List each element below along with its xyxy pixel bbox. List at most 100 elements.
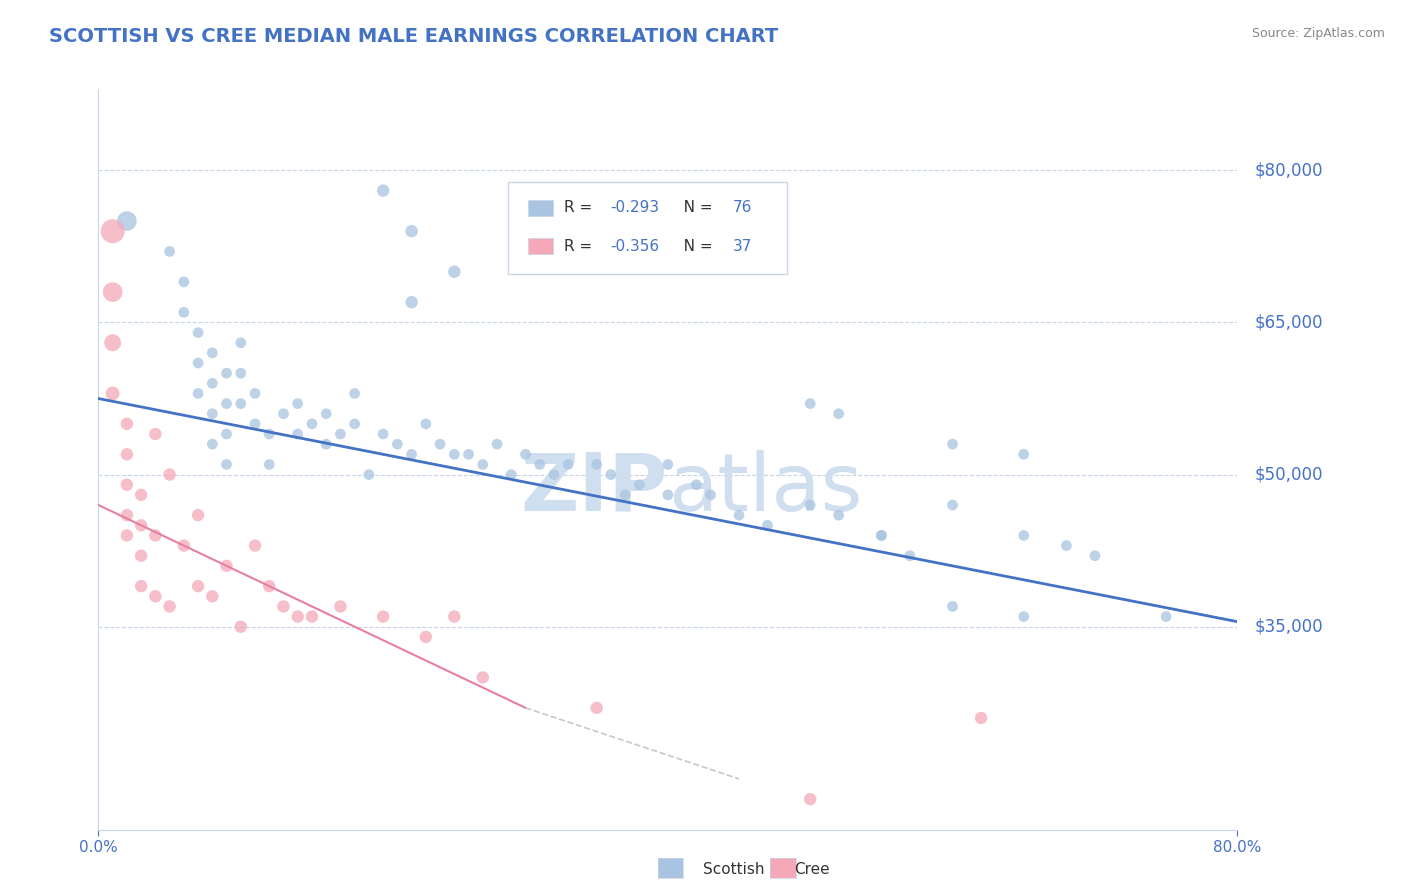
Point bbox=[187, 356, 209, 370]
Point bbox=[243, 539, 266, 553]
Point bbox=[443, 447, 465, 461]
Text: atlas: atlas bbox=[668, 450, 862, 528]
Point bbox=[201, 376, 224, 391]
Point bbox=[145, 528, 167, 542]
Point bbox=[657, 488, 679, 502]
Point bbox=[115, 417, 138, 431]
Point bbox=[585, 458, 607, 472]
Point bbox=[443, 609, 465, 624]
Point bbox=[486, 437, 509, 451]
Point bbox=[728, 508, 751, 523]
Point bbox=[1012, 609, 1035, 624]
Point bbox=[159, 599, 181, 614]
Point bbox=[343, 417, 366, 431]
Point bbox=[401, 224, 423, 238]
Point bbox=[942, 599, 965, 614]
Point bbox=[215, 558, 238, 573]
Point bbox=[259, 579, 281, 593]
Point bbox=[287, 427, 309, 442]
Point bbox=[287, 396, 309, 410]
Point bbox=[187, 579, 209, 593]
Point bbox=[1154, 609, 1177, 624]
Point bbox=[429, 437, 451, 451]
Point bbox=[145, 427, 167, 442]
Text: N =: N = bbox=[669, 239, 717, 253]
Text: R =: R = bbox=[564, 239, 598, 253]
Text: Cree: Cree bbox=[794, 863, 830, 877]
Point bbox=[215, 427, 238, 442]
Point bbox=[273, 407, 295, 421]
Point bbox=[343, 386, 366, 401]
Point bbox=[229, 366, 252, 380]
Point bbox=[215, 366, 238, 380]
Text: R =: R = bbox=[564, 200, 598, 215]
Point bbox=[301, 609, 323, 624]
Point bbox=[115, 214, 138, 228]
Point bbox=[870, 528, 893, 542]
Point bbox=[501, 467, 523, 482]
Point bbox=[159, 467, 181, 482]
Point bbox=[229, 620, 252, 634]
Point bbox=[201, 589, 224, 603]
Point bbox=[201, 407, 224, 421]
Point bbox=[870, 528, 893, 542]
Point bbox=[1084, 549, 1107, 563]
Point bbox=[173, 305, 195, 319]
Point bbox=[173, 539, 195, 553]
Point bbox=[585, 701, 607, 715]
Point bbox=[543, 467, 565, 482]
Point bbox=[529, 458, 551, 472]
Point bbox=[129, 549, 152, 563]
Point bbox=[970, 711, 993, 725]
Point bbox=[799, 792, 821, 806]
Point bbox=[685, 477, 707, 491]
Point bbox=[101, 386, 124, 401]
Point bbox=[129, 579, 152, 593]
Point bbox=[471, 458, 494, 472]
Point bbox=[115, 447, 138, 461]
Point bbox=[187, 508, 209, 523]
Text: $50,000: $50,000 bbox=[1254, 466, 1323, 483]
Point bbox=[898, 549, 921, 563]
Point bbox=[828, 407, 851, 421]
Point bbox=[115, 528, 138, 542]
Point bbox=[357, 467, 380, 482]
Text: -0.293: -0.293 bbox=[610, 200, 659, 215]
Point bbox=[115, 508, 138, 523]
Point bbox=[471, 670, 494, 684]
Point bbox=[129, 518, 152, 533]
Point bbox=[1012, 528, 1035, 542]
Point bbox=[600, 467, 623, 482]
Point bbox=[301, 417, 323, 431]
Point bbox=[614, 488, 637, 502]
Point bbox=[215, 396, 238, 410]
FancyBboxPatch shape bbox=[509, 182, 787, 275]
Point bbox=[415, 417, 437, 431]
Text: -0.356: -0.356 bbox=[610, 239, 659, 253]
Point bbox=[187, 326, 209, 340]
Point bbox=[101, 285, 124, 299]
Bar bbox=[527, 238, 553, 254]
Point bbox=[415, 630, 437, 644]
Point bbox=[756, 518, 779, 533]
Point bbox=[942, 498, 965, 512]
Point bbox=[699, 488, 721, 502]
Point bbox=[799, 396, 821, 410]
Point bbox=[243, 417, 266, 431]
Point bbox=[401, 447, 423, 461]
Point bbox=[1012, 447, 1035, 461]
Point bbox=[628, 477, 651, 491]
Point bbox=[243, 386, 266, 401]
Point bbox=[799, 498, 821, 512]
Point bbox=[443, 265, 465, 279]
Point bbox=[273, 599, 295, 614]
Text: $80,000: $80,000 bbox=[1254, 161, 1323, 179]
Point bbox=[373, 609, 395, 624]
Point bbox=[1056, 539, 1078, 553]
Text: Source: ZipAtlas.com: Source: ZipAtlas.com bbox=[1251, 27, 1385, 40]
Point bbox=[329, 427, 352, 442]
Point bbox=[201, 437, 224, 451]
Bar bbox=[527, 200, 553, 216]
Point bbox=[657, 458, 679, 472]
Point bbox=[187, 386, 209, 401]
